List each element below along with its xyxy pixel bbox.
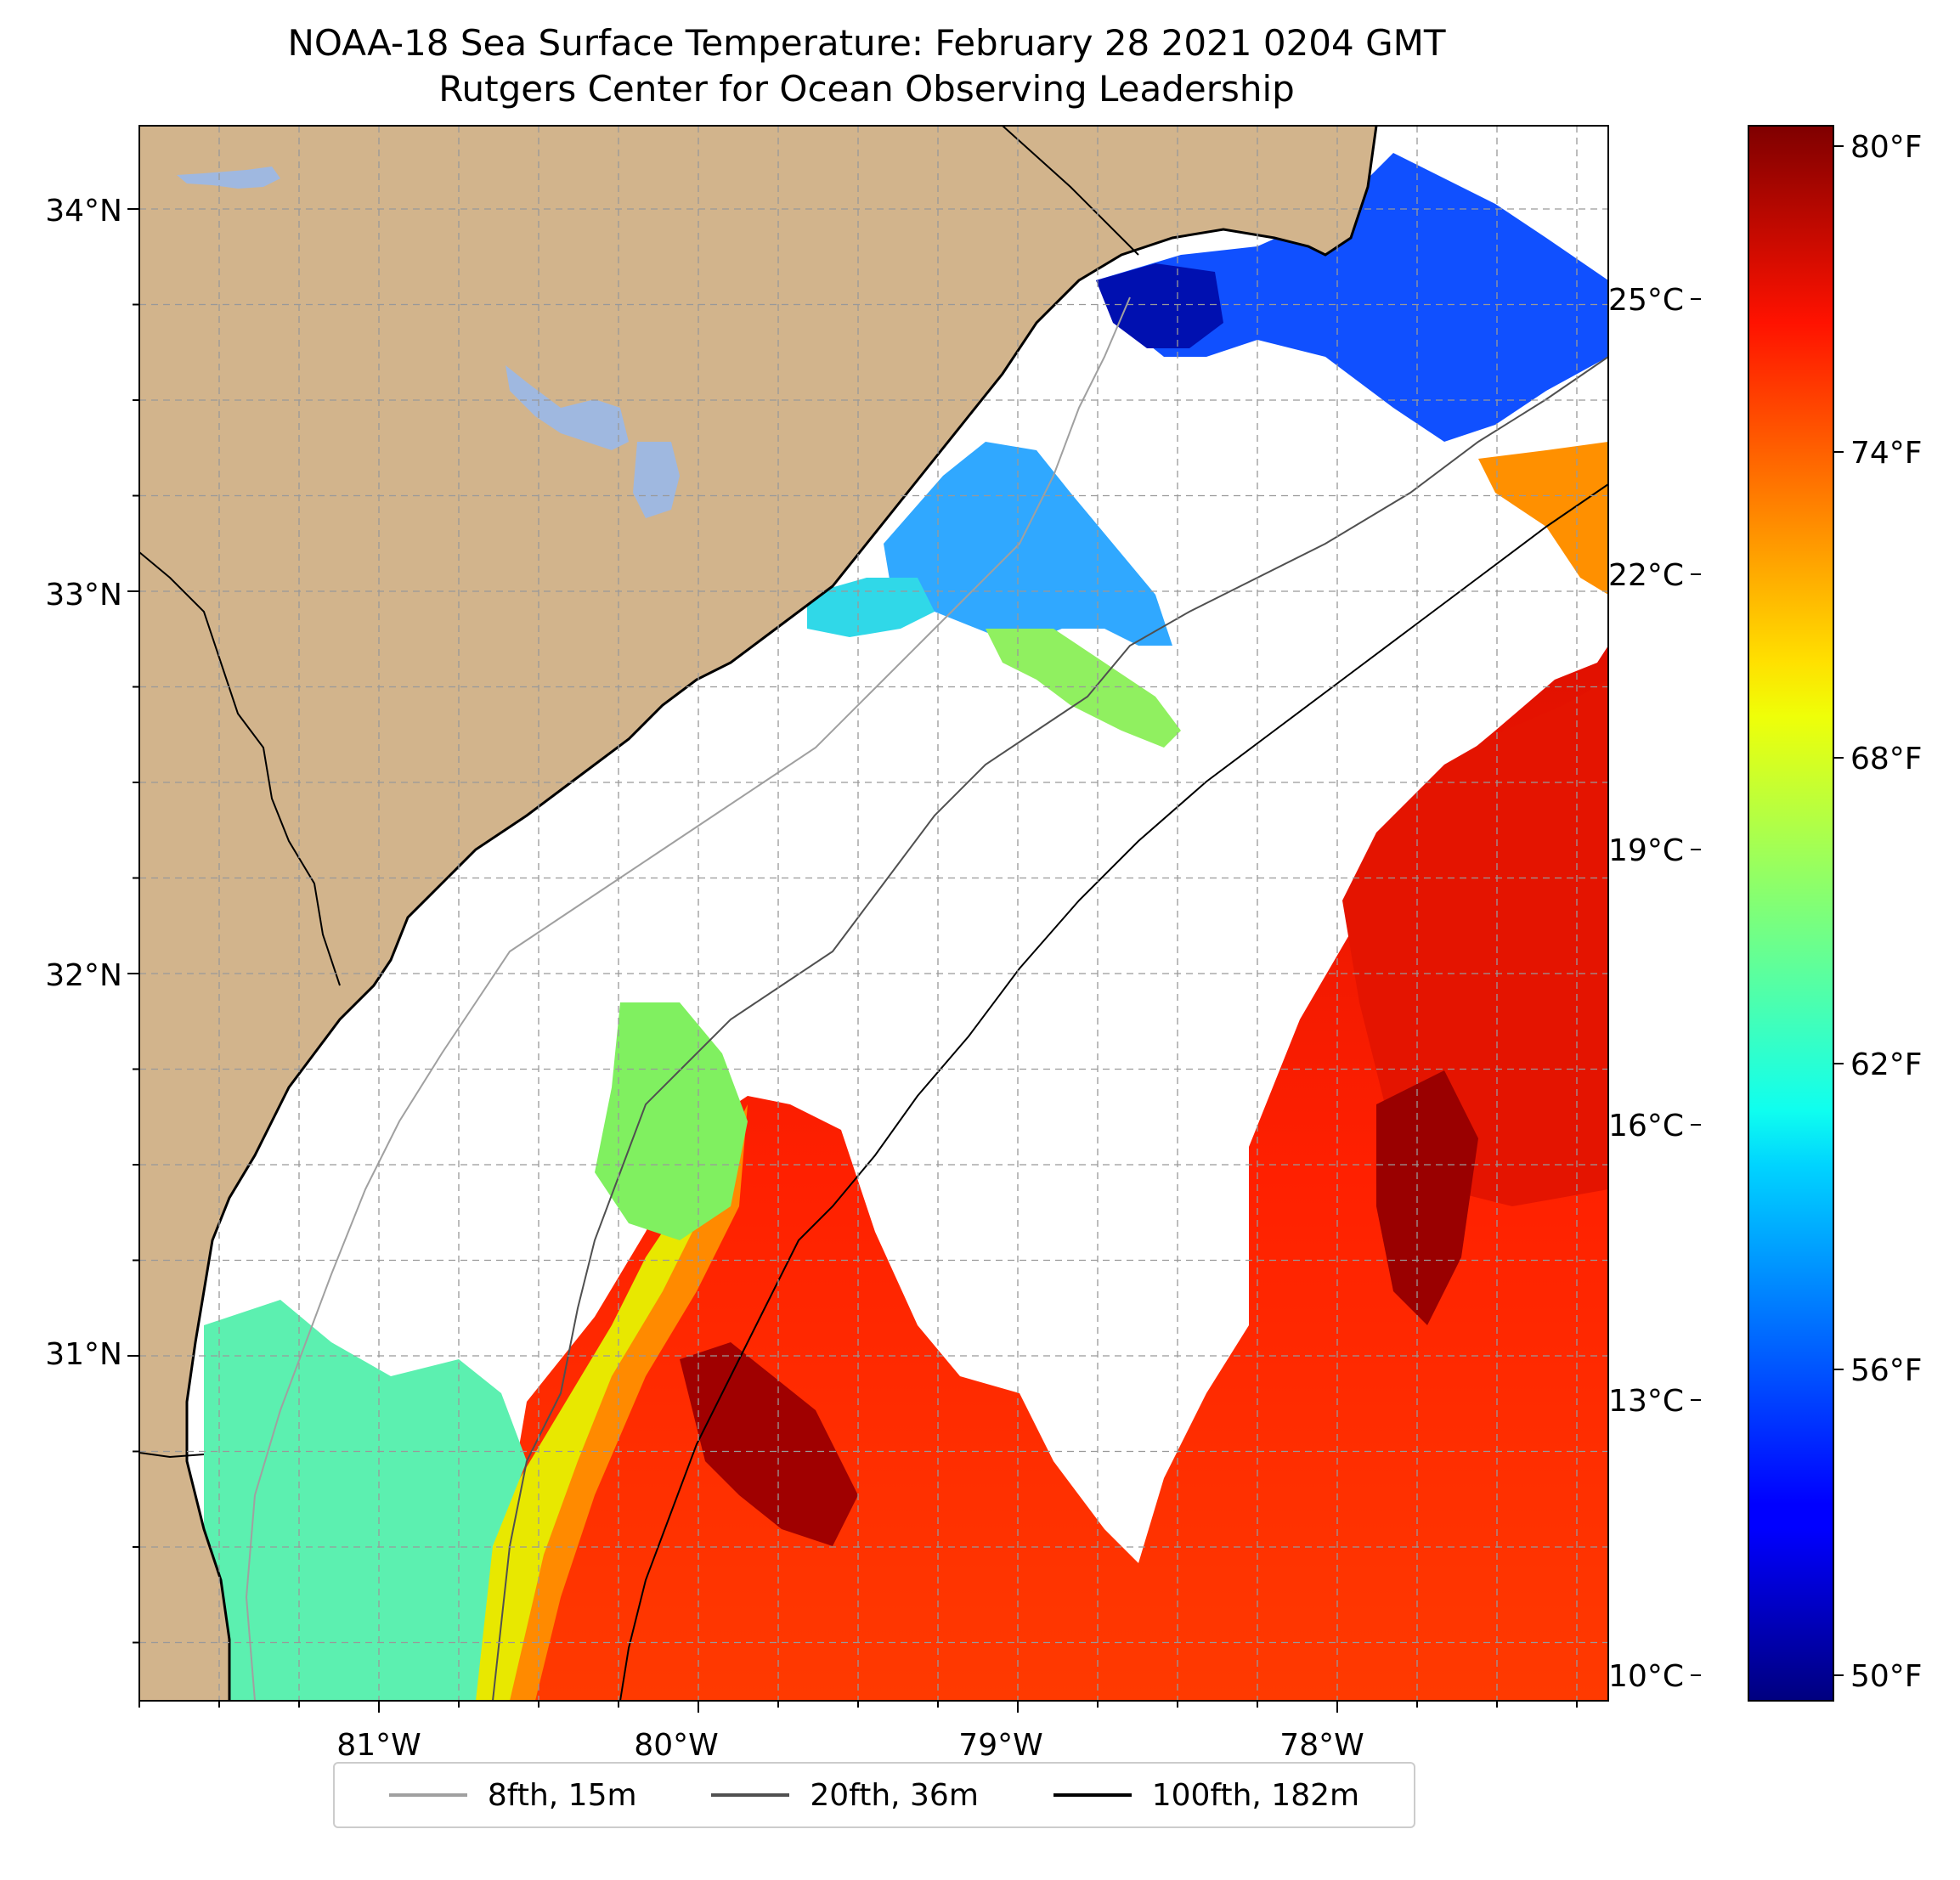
- colorbar-c-label: 22°C: [1608, 558, 1684, 593]
- sst-darkblue-north: [1096, 263, 1223, 348]
- colorbar-f-label: 74°F: [1850, 436, 1923, 471]
- sst-blue-north-east: [1096, 153, 1608, 442]
- sst-darkred-patch-east: [1376, 1070, 1478, 1325]
- sst-orange-north-east-corner: [1478, 442, 1608, 595]
- legend-item-20fth: 20fth, 36m: [711, 1778, 979, 1813]
- legend-label-100fth: 100fth, 182m: [1151, 1777, 1360, 1813]
- coastline: [185, 126, 1378, 1701]
- colorbar-ticks: 80°F 74°F 68°F 62°F 56°F 50°F 25°C 22°C 19°C 16°C…: [1608, 130, 1922, 1694]
- lake-north: [177, 167, 280, 189]
- lon-label-79w: 79°W: [958, 1728, 1042, 1763]
- colorbar: 80°F 74°F 68°F 62°F 56°F 50°F 25°C 22°C 19°C 16°C…: [1608, 125, 1923, 1702]
- lat-label-31n: 31°N: [45, 1337, 122, 1372]
- state-boundary-ga-fl: [139, 1452, 205, 1459]
- sst-data-layer: [195, 153, 1608, 1701]
- colorbar-c-label: 10°C: [1608, 1659, 1684, 1694]
- isobath-100fth: [619, 483, 1608, 1701]
- legend-label-20fth: 20fth, 36m: [810, 1777, 979, 1813]
- colorbar-c-label: 16°C: [1608, 1109, 1684, 1143]
- legend-item-8fth: 8fth, 15m: [388, 1777, 637, 1813]
- land-mass: [139, 126, 1376, 1701]
- sst-cyan-mid-north: [884, 442, 1172, 646]
- colorbar-gradient: [1748, 125, 1834, 1702]
- colorbar-f-label: 80°F: [1850, 130, 1923, 165]
- legend-item-100fth: 100fth, 182m: [1053, 1778, 1359, 1813]
- gridlines: [139, 126, 1608, 1701]
- legend-line-20fth: [711, 1793, 790, 1797]
- state-boundary-nc-sc: [1002, 126, 1139, 256]
- sst-warm-patch-east-upper: [1342, 680, 1608, 1206]
- colorbar-f-label: 68°F: [1850, 742, 1923, 776]
- isobath-legend: 8fth, 15m 20fth, 36m 100fth, 182m: [333, 1762, 1415, 1828]
- chart-subtitle: Rutgers Center for Ocean Observing Leade…: [438, 68, 1295, 110]
- isobath-8fth: [245, 296, 1131, 1701]
- colorbar-c-label: 19°C: [1608, 833, 1684, 868]
- lake-mid: [506, 365, 629, 450]
- lon-label-81w: 81°W: [336, 1728, 421, 1763]
- state-boundary-sc-ga: [139, 551, 341, 986]
- sst-yellow-front: [459, 1172, 705, 1701]
- axis-ticks: [127, 208, 1578, 1713]
- map-area: [139, 126, 1608, 1701]
- lake-south: [633, 442, 680, 518]
- sst-cyan-near-shore: [807, 578, 935, 637]
- legend-label-8fth: 8fth, 15m: [487, 1777, 637, 1813]
- lat-label-33n: 33°N: [45, 578, 122, 613]
- lon-label-78w: 78°W: [1279, 1728, 1364, 1763]
- colorbar-c-label: 25°C: [1608, 283, 1684, 318]
- legend-line-100fth: [1053, 1793, 1132, 1797]
- colorbar-f-label: 50°F: [1850, 1659, 1923, 1694]
- colorbar-f-label: 62°F: [1850, 1047, 1923, 1082]
- lon-label-80w: 80°W: [634, 1728, 718, 1763]
- sst-green-mid-shelf: [595, 1002, 748, 1240]
- colorbar-c-label: 13°C: [1608, 1384, 1684, 1419]
- sst-green-plume: [986, 629, 1181, 748]
- lat-label-34n: 34°N: [45, 194, 122, 229]
- legend-line-8fth: [388, 1793, 467, 1797]
- map-frame: [138, 125, 1609, 1702]
- chart-title: NOAA-18 Sea Surface Temperature: Februar…: [287, 22, 1446, 64]
- sst-green-shelf-south: [195, 1300, 527, 1701]
- sst-darkred-patch-west: [680, 1342, 858, 1546]
- isobath-20fth: [492, 356, 1608, 1701]
- colorbar-f-label: 56°F: [1850, 1353, 1923, 1388]
- lat-label-32n: 32°N: [45, 958, 122, 993]
